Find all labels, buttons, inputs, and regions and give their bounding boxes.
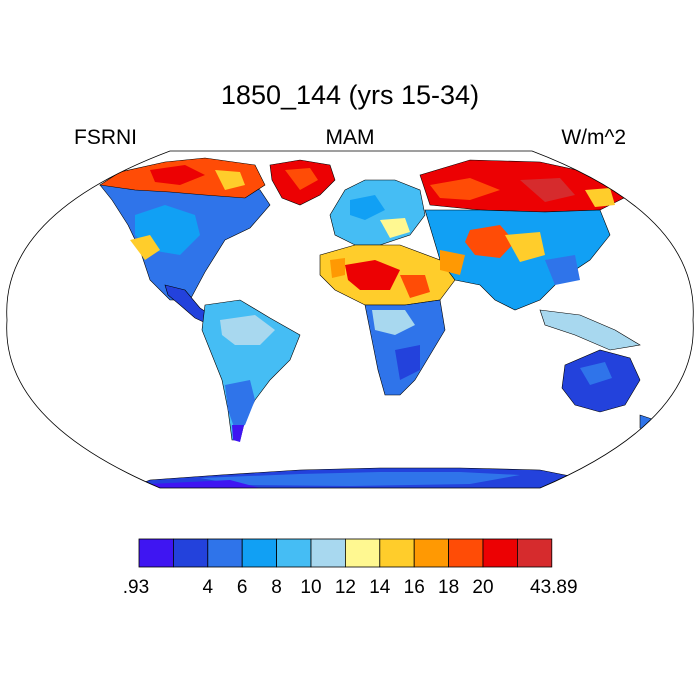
plot-title: 1850_144 (yrs 15-34) bbox=[220, 80, 480, 110]
colorbar-label: 20 bbox=[472, 577, 493, 598]
colorbar-label: .93 bbox=[123, 577, 149, 598]
south-america-region bbox=[201, 299, 301, 442]
colorbar-swatch bbox=[172, 538, 209, 568]
colorbar-swatch bbox=[276, 538, 312, 568]
colorbar-label: 10 bbox=[300, 577, 321, 598]
colorbar-swatch bbox=[310, 538, 346, 568]
colorbar-swatch bbox=[241, 538, 277, 568]
variable-label: FSRNI bbox=[74, 126, 137, 149]
colorbar-label: 6 bbox=[237, 577, 248, 598]
units-label: W/m^2 bbox=[561, 126, 626, 149]
colorbar-swatch bbox=[344, 538, 381, 568]
colorbar-label: 12 bbox=[335, 577, 356, 598]
africa-south-region bbox=[364, 299, 446, 396]
colorbar-label: 43.89 bbox=[530, 577, 578, 598]
antarctica-region bbox=[119, 467, 601, 488]
colorbar-swatch bbox=[482, 538, 518, 568]
siberia-region bbox=[419, 159, 631, 213]
arctic-canada-region bbox=[99, 157, 266, 199]
colorbar-swatch bbox=[413, 538, 450, 568]
sahara-region bbox=[319, 244, 456, 306]
colorbar-swatch bbox=[517, 538, 553, 568]
greenland-region bbox=[269, 159, 336, 206]
colorbar-swatch bbox=[207, 538, 243, 568]
colorbar-swatch bbox=[448, 538, 484, 568]
europe-region bbox=[329, 179, 426, 246]
season-label: MAM bbox=[325, 126, 375, 149]
colorbar-label: 8 bbox=[271, 577, 282, 598]
north-america-region bbox=[99, 167, 271, 326]
colorbar-label: 16 bbox=[404, 577, 425, 598]
world-map bbox=[6, 150, 694, 489]
australia-region bbox=[561, 349, 656, 431]
colorbar-swatch bbox=[138, 538, 174, 568]
asia-region bbox=[424, 209, 641, 351]
colorbar-swatch bbox=[379, 538, 415, 568]
map-boundary bbox=[6, 150, 694, 489]
colorbar-label: 14 bbox=[369, 577, 391, 598]
colorbar-label: 4 bbox=[203, 577, 214, 598]
colorbar: .93 4 6 8 10 12 14 16 18 20 43.89 bbox=[123, 538, 578, 598]
colorbar-label: 18 bbox=[438, 577, 459, 598]
